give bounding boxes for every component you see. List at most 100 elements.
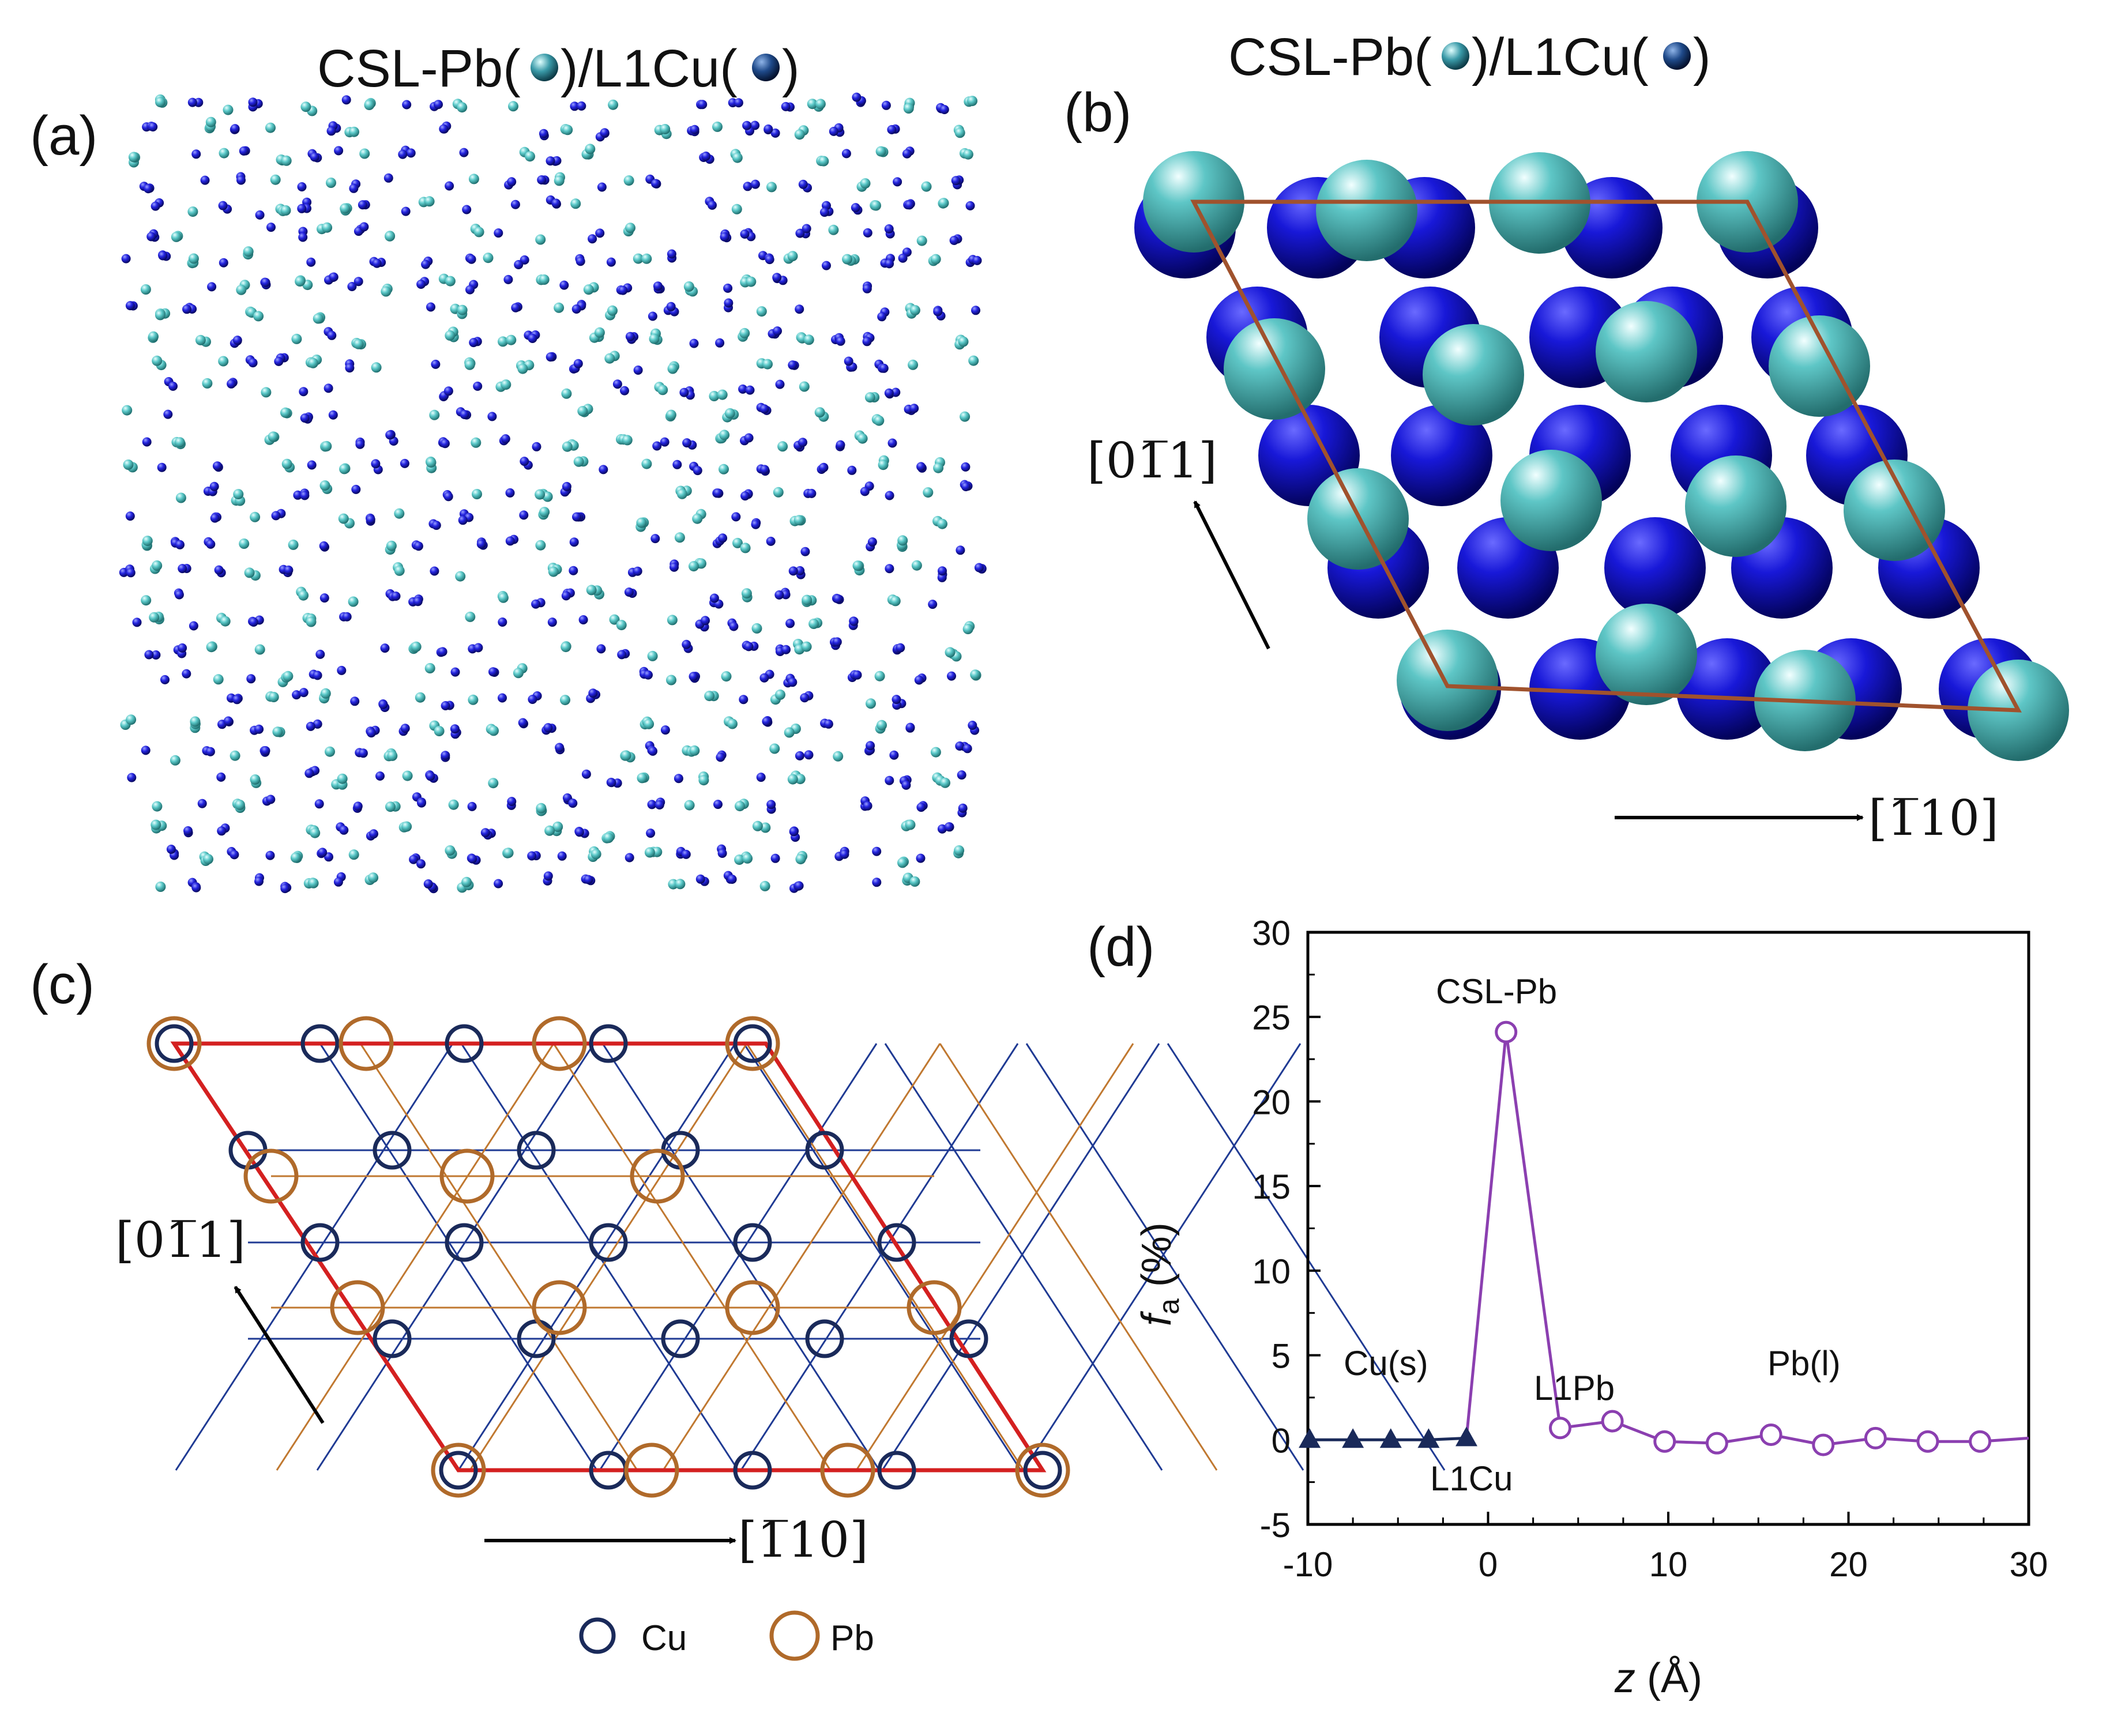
- cu-atom: [933, 307, 943, 317]
- pb-atom: [233, 489, 244, 500]
- pb-data-point: [1549, 1417, 1571, 1440]
- pb-atom: [641, 458, 652, 469]
- pb-atom: [954, 845, 965, 856]
- cu-atom: [178, 643, 187, 653]
- pb-atom: [756, 306, 767, 317]
- chart-axes: -5 0 5 10 15 20 25 30 -10 0 10 20 30: [1252, 914, 2048, 1584]
- pb-atom: [923, 487, 934, 498]
- cu-atom: [794, 881, 804, 891]
- cu-atom: [795, 304, 804, 314]
- cu-atom: [271, 511, 281, 521]
- cu-atom: [693, 466, 702, 476]
- cu-atom: [701, 151, 711, 161]
- lattice-bond: [276, 1043, 555, 1471]
- pb-atom: [250, 511, 261, 522]
- pb-atom: [803, 334, 814, 345]
- pb-data-point: [1759, 1423, 1782, 1446]
- pb-atom: [607, 305, 618, 316]
- pb-atom: [340, 203, 351, 214]
- cu-atom: [588, 234, 597, 244]
- cu-atom: [400, 458, 409, 468]
- pb-atom: [243, 246, 254, 257]
- cu-atom: [578, 615, 588, 624]
- cu-site: [300, 1024, 340, 1063]
- cu-atom: [774, 590, 784, 600]
- pb-atom: [1397, 630, 1498, 731]
- pb-atom: [401, 821, 412, 832]
- cu-atom: [713, 488, 723, 498]
- panel-a-letter: (a): [30, 105, 97, 167]
- cu-atom: [947, 671, 956, 681]
- cu-atom: [802, 224, 811, 234]
- cu-atom: [467, 254, 476, 264]
- pb-atom: [609, 614, 620, 625]
- cu-atom: [144, 650, 154, 660]
- cu-atom: [607, 778, 616, 788]
- cu-atom: [648, 311, 657, 321]
- cu-atom: [944, 822, 954, 832]
- cu-atom: [494, 879, 503, 888]
- cu-atom: [781, 590, 791, 600]
- pb-atom: [498, 336, 508, 347]
- cu-atom: [759, 673, 769, 683]
- pb-atom: [171, 231, 182, 242]
- pb-atom: [457, 304, 468, 315]
- pb-atom: [218, 356, 229, 367]
- cu-atom: [862, 284, 872, 293]
- lattice-bond: [855, 1043, 1134, 1471]
- cu-atom: [572, 512, 581, 522]
- pb-atom: [583, 284, 594, 295]
- chart-markers: [1299, 1020, 1992, 1456]
- cu-atom: [841, 149, 851, 159]
- cu-atom: [314, 799, 324, 809]
- cu-atom: [230, 124, 240, 134]
- cu-atom: [197, 799, 207, 808]
- cu-atom: [359, 222, 369, 232]
- pb-atom: [244, 567, 255, 578]
- cu-atom: [378, 699, 388, 709]
- pb-atom: [562, 125, 573, 135]
- pb-atom: [732, 537, 743, 548]
- cu-atom: [818, 463, 828, 473]
- cu-atom: [734, 98, 743, 108]
- pb-atom: [319, 480, 330, 491]
- pb-atom: [536, 803, 547, 814]
- pb-atom: [633, 253, 644, 264]
- cu-atom: [304, 769, 314, 778]
- cu-atom: [358, 200, 367, 210]
- cu-atom: [819, 208, 829, 217]
- cu-atom: [762, 717, 772, 726]
- pb-atom: [735, 801, 745, 812]
- cu-atom: [520, 457, 529, 466]
- cu-atom: [459, 148, 469, 157]
- cu-atom: [300, 491, 310, 500]
- pb-atom: [962, 624, 973, 634]
- cu-atom: [148, 122, 158, 131]
- cu-atom: [175, 540, 185, 549]
- cu-atom: [306, 257, 316, 267]
- cu-site: [733, 1024, 772, 1063]
- panel-b: (b) CSL-Pb( )/L1Cu( ) [01̅1] [1̅10]: [1064, 28, 2069, 846]
- cu-atom: [460, 410, 469, 419]
- pb-atom: [878, 460, 889, 470]
- cu-atom: [916, 853, 926, 863]
- panel-a: (a) CSL-Pb( )/L1Cu( ): [30, 39, 987, 894]
- cu-atom: [501, 434, 510, 444]
- lattice-bond: [884, 1043, 1163, 1471]
- pb-atom: [152, 801, 163, 812]
- pb-sphere-icon: [531, 54, 558, 81]
- cu-atom: [210, 513, 220, 523]
- cu-atom: [473, 381, 483, 391]
- pb-atom: [719, 464, 729, 475]
- pb-atom: [775, 689, 785, 700]
- cu-atom: [511, 303, 521, 312]
- cu-atom: [807, 488, 817, 498]
- cu-atom: [163, 409, 173, 419]
- cu-atom: [514, 260, 524, 269]
- cu-atom: [829, 126, 838, 136]
- cu-atom: [892, 695, 901, 705]
- cu-atom: [480, 828, 490, 838]
- cu-atom: [292, 690, 302, 700]
- pb-atom: [126, 714, 137, 725]
- cu-atom: [781, 101, 791, 111]
